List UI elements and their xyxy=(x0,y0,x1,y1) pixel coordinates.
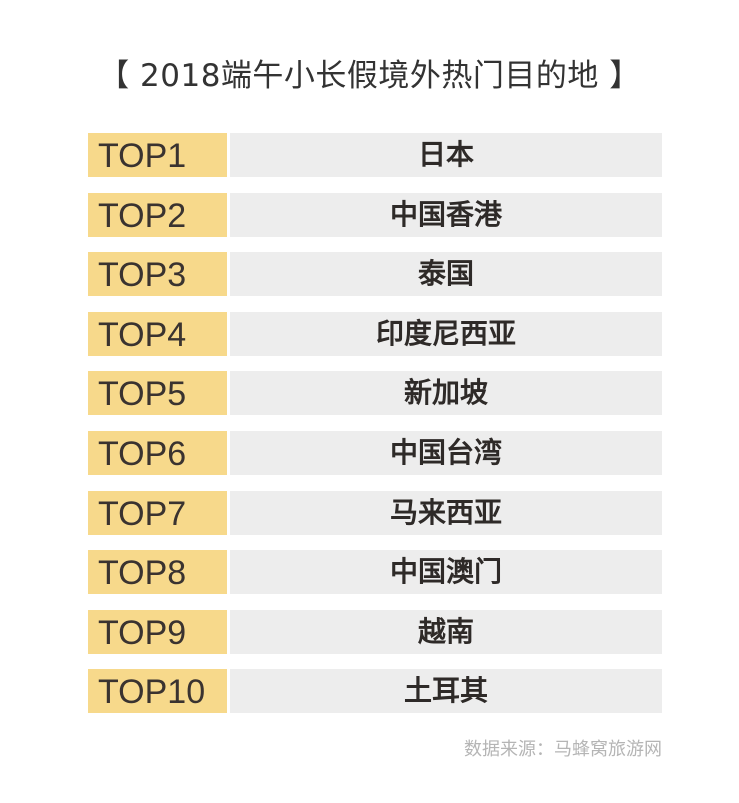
rank-label: TOP2 xyxy=(88,192,227,237)
destination-name: 马来西亚 xyxy=(230,490,662,535)
table-row: TOP7 马来西亚 xyxy=(88,490,662,535)
table-row: TOP6 中国台湾 xyxy=(88,430,662,475)
ranking-table: TOP1 日本 TOP2 中国香港 TOP3 泰国 TOP4 印度尼西亚 TOP5 新加坡… xyxy=(88,133,662,729)
table-row: TOP10 土耳其 xyxy=(88,669,662,714)
destination-name: 日本 xyxy=(230,133,662,177)
rank-label: TOP8 xyxy=(88,550,227,595)
table-row: TOP9 越南 xyxy=(88,609,662,654)
source-note: 数据来源：马蜂窝旅游网 xyxy=(464,739,662,760)
table-row: TOP5 新加坡 xyxy=(88,371,662,416)
page-title: 【 2018端午小长假境外热门目的地 】 xyxy=(98,58,641,94)
rank-label: TOP5 xyxy=(88,371,227,416)
rank-label: TOP7 xyxy=(88,490,227,535)
destination-name: 中国澳门 xyxy=(230,550,662,595)
rank-label: TOP9 xyxy=(88,609,227,654)
table-row: TOP4 印度尼西亚 xyxy=(88,311,662,356)
destination-name: 中国台湾 xyxy=(230,430,662,475)
rank-label: TOP6 xyxy=(88,430,227,475)
destination-name: 印度尼西亚 xyxy=(230,311,662,356)
rank-label: TOP10 xyxy=(88,669,227,714)
destination-name: 土耳其 xyxy=(230,669,662,714)
rank-label: TOP1 xyxy=(88,133,227,177)
destination-name: 泰国 xyxy=(230,252,662,297)
table-row: TOP2 中国香港 xyxy=(88,192,662,237)
rank-label: TOP3 xyxy=(88,252,227,297)
table-row: TOP3 泰国 xyxy=(88,252,662,297)
table-row: TOP1 日本 xyxy=(88,133,662,177)
destination-name: 越南 xyxy=(230,609,662,654)
destination-name: 中国香港 xyxy=(230,192,662,237)
destination-name: 新加坡 xyxy=(230,371,662,416)
table-row: TOP8 中国澳门 xyxy=(88,550,662,595)
rank-label: TOP4 xyxy=(88,311,227,356)
